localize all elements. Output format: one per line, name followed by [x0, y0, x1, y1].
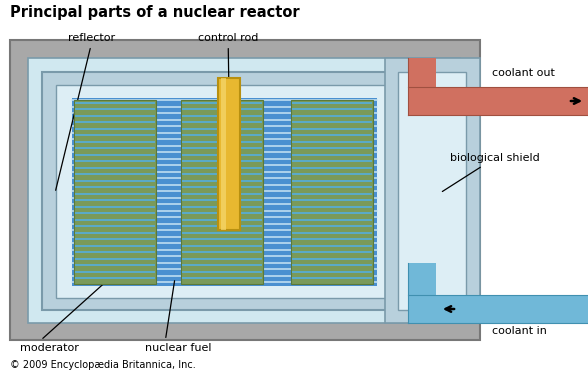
- Bar: [398, 72, 466, 310]
- Text: Principal parts of a nuclear reactor: Principal parts of a nuclear reactor: [10, 5, 300, 20]
- Bar: [10, 40, 480, 340]
- Text: reflector: reflector: [56, 33, 115, 190]
- Bar: [436, 87, 588, 115]
- Bar: [408, 58, 436, 115]
- Bar: [181, 100, 263, 284]
- Bar: [74, 100, 156, 284]
- Bar: [385, 58, 480, 323]
- Bar: [291, 100, 373, 284]
- Bar: [218, 78, 240, 230]
- Bar: [221, 78, 226, 230]
- Text: nuclear fuel: nuclear fuel: [145, 281, 212, 353]
- Text: control rod: control rod: [198, 33, 258, 93]
- Text: © 2009 Encyclopædia Britannica, Inc.: © 2009 Encyclopædia Britannica, Inc.: [10, 360, 196, 370]
- Text: coolant out: coolant out: [492, 68, 555, 78]
- Bar: [408, 263, 436, 323]
- Bar: [56, 85, 433, 298]
- Bar: [436, 295, 588, 323]
- Bar: [72, 98, 377, 286]
- Text: moderator: moderator: [20, 280, 108, 353]
- Bar: [28, 58, 460, 323]
- Text: coolant in: coolant in: [492, 326, 547, 336]
- Bar: [42, 72, 447, 310]
- Text: biological shield: biological shield: [442, 153, 540, 192]
